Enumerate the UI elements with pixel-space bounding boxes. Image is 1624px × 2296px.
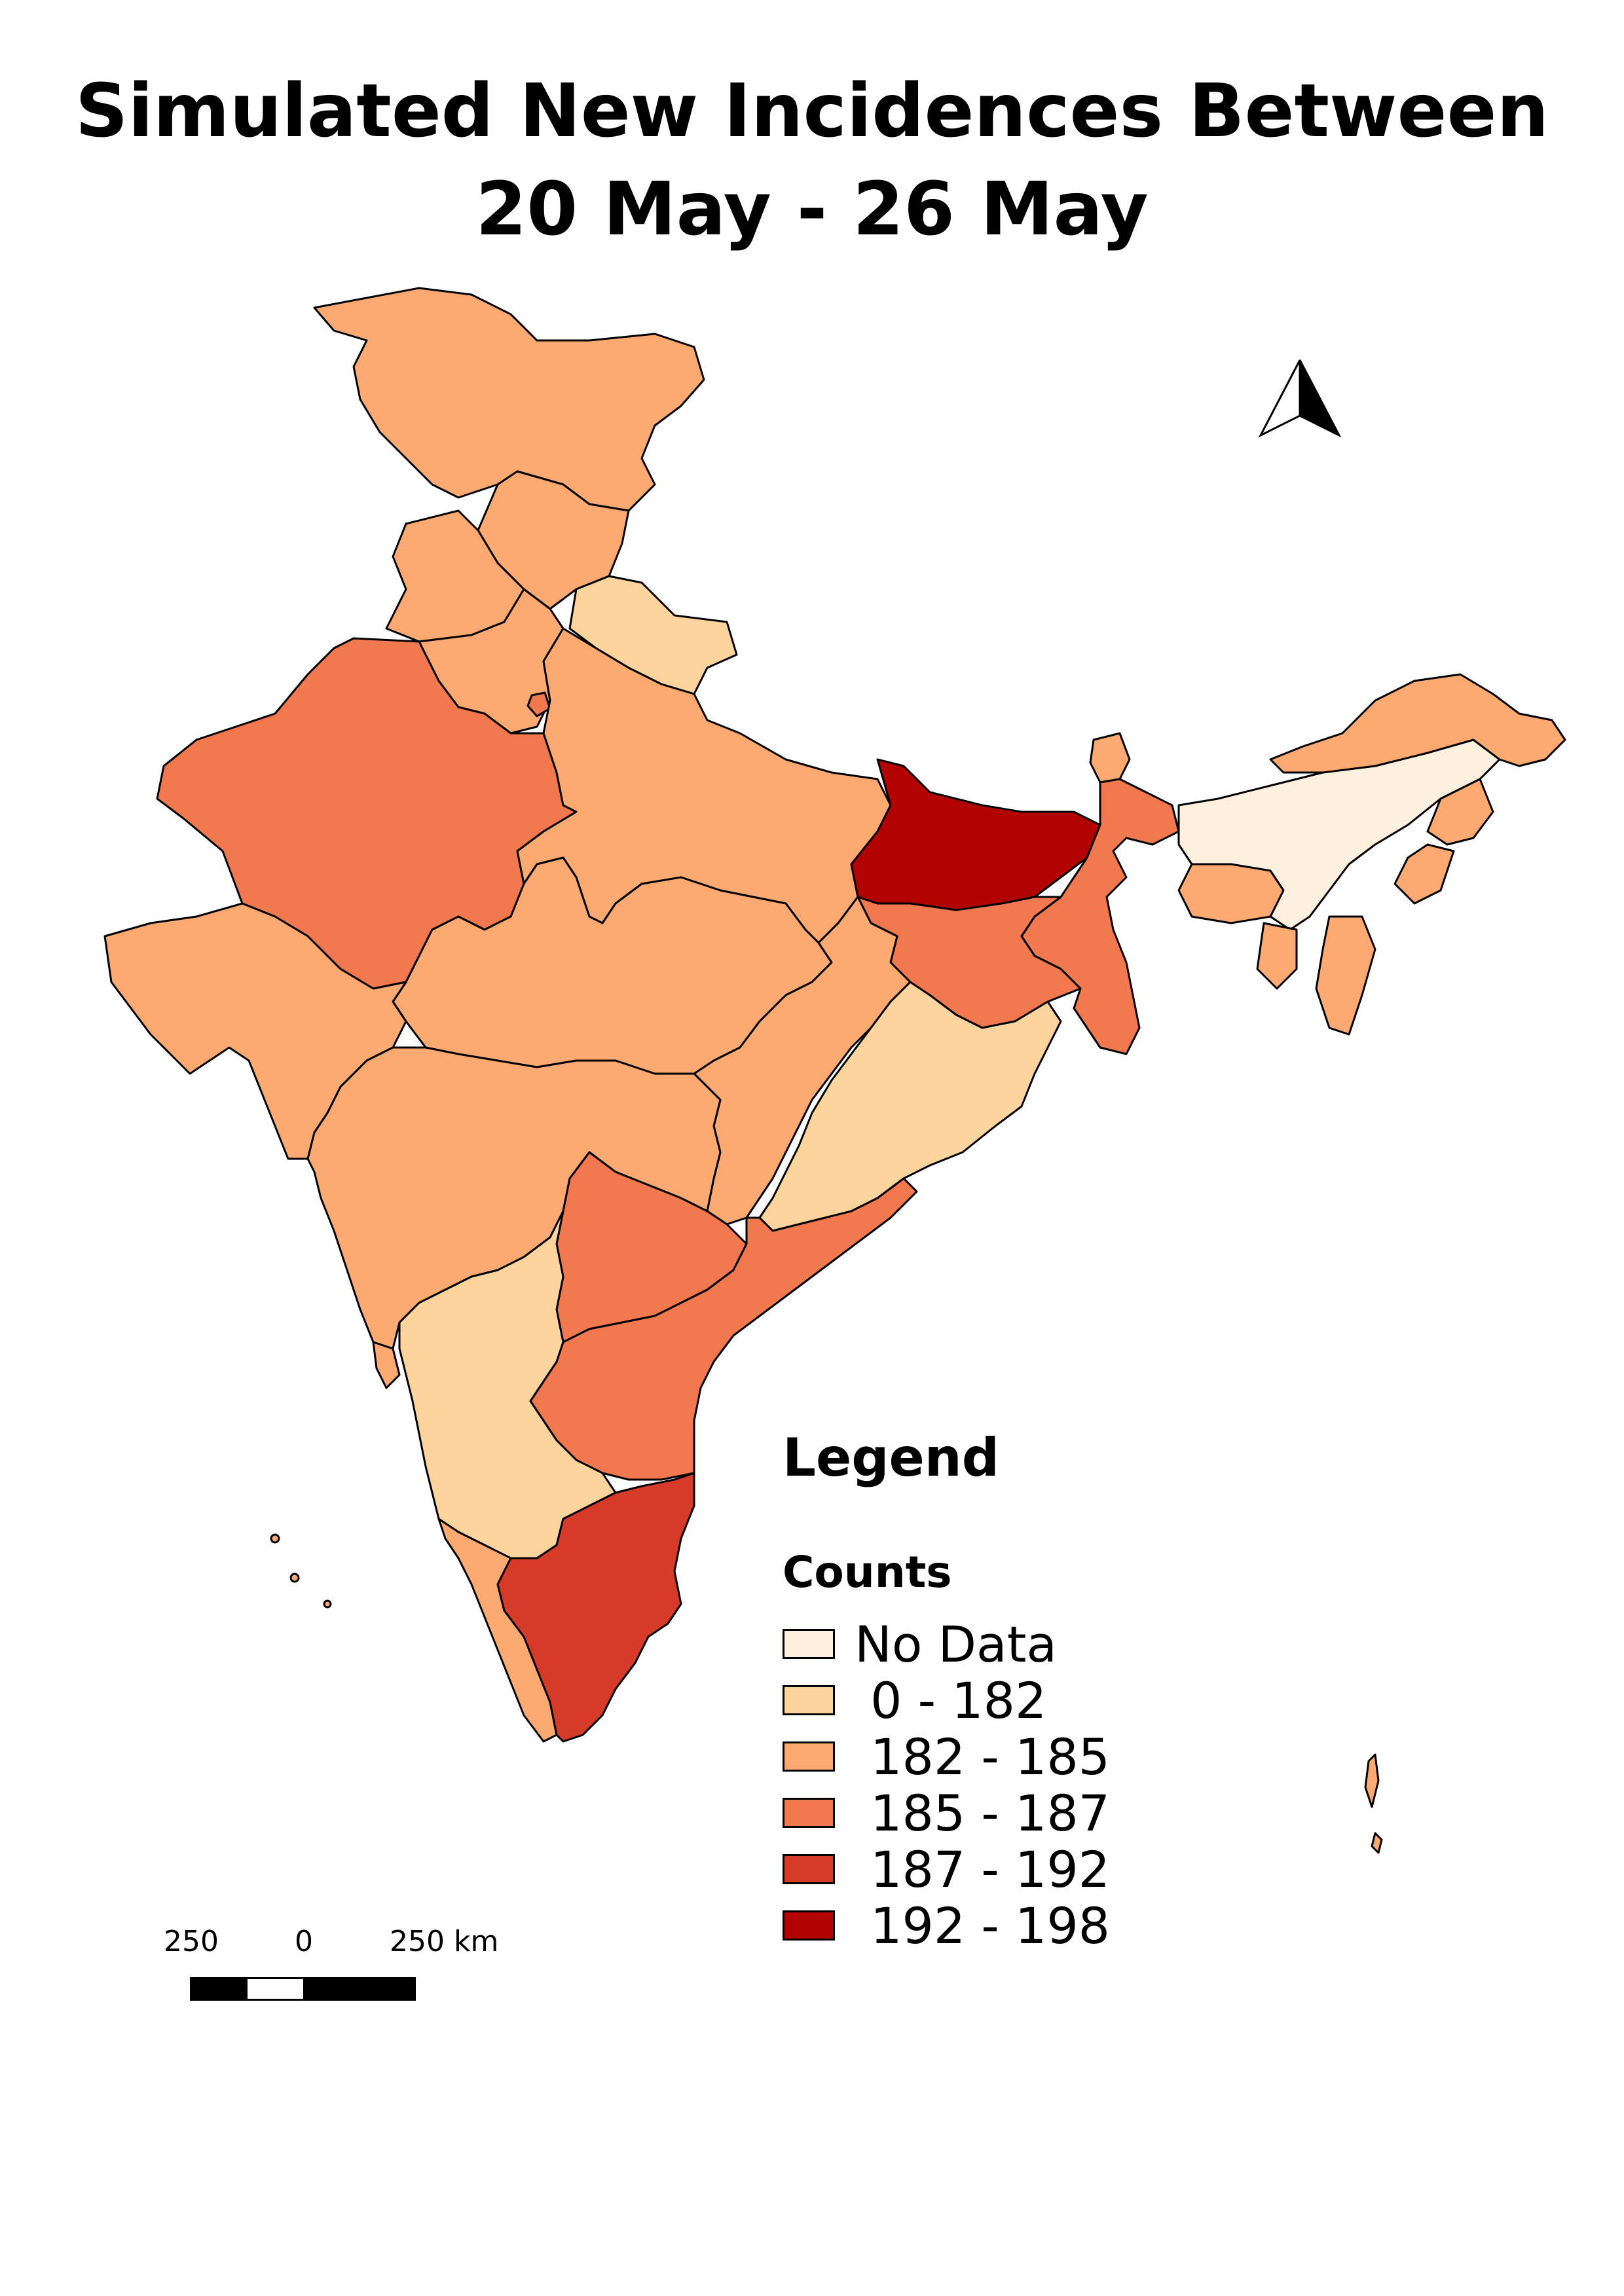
legend-swatch <box>783 1854 835 1884</box>
scale-label-left: 250 <box>164 1925 219 1958</box>
region-arunachal <box>1269 673 1566 774</box>
region-delhi <box>526 691 551 718</box>
scale-label-mid: 0 <box>295 1925 313 1958</box>
region-jammu-kashmir <box>313 287 705 512</box>
region-andaman-nicobar <box>1364 1753 1383 1854</box>
region-meghalaya <box>1177 863 1285 924</box>
region-manipur <box>1393 843 1455 905</box>
region-andhra-pradesh <box>529 1177 918 1481</box>
north-arrow-icon <box>1258 359 1342 438</box>
region-nagaland <box>1426 778 1494 846</box>
region-karnataka <box>398 1210 617 1559</box>
legend-swatch <box>783 1910 835 1941</box>
region-lakshadweep <box>270 1533 280 1544</box>
legend-item: No Data <box>783 1614 1110 1673</box>
legend-label: 192 - 198 <box>855 1896 1111 1955</box>
legend-subheading: Counts <box>783 1547 952 1597</box>
region-mizoram <box>1315 915 1376 1036</box>
region-chhattisgarh <box>693 896 912 1226</box>
title-line-1: Simulated New Incidences Between <box>75 69 1549 154</box>
legend-label: 187 - 192 <box>855 1840 1111 1899</box>
title-line-2: 20 May - 26 May <box>475 167 1149 252</box>
legend-heading: Legend <box>783 1427 999 1488</box>
legend: Legend Counts No Data 0 - 182 182 - 185 … <box>783 1427 1111 1955</box>
legend-label: 0 - 182 <box>855 1671 1047 1730</box>
region-tripura <box>1256 922 1298 990</box>
legend-swatch <box>783 1741 835 1772</box>
map-title: Simulated New Incidences Between 20 May … <box>0 62 1624 259</box>
scale-label-right: 250 km <box>390 1925 499 1958</box>
legend-label: 185 - 187 <box>855 1783 1111 1842</box>
region-goa <box>372 1341 401 1389</box>
legend-label: 182 - 185 <box>855 1727 1111 1786</box>
region-tamil-nadu <box>496 1472 695 1743</box>
legend-swatch <box>783 1685 835 1715</box>
legend-label: No Data <box>855 1614 1057 1673</box>
region-bihar <box>850 758 1101 911</box>
region-sikkim <box>1089 732 1131 784</box>
scale-bar <box>190 1977 416 2001</box>
legend-swatch <box>783 1798 835 1828</box>
legend-item: 0 - 182 <box>783 1671 1110 1730</box>
legend-item: 192 - 198 <box>783 1896 1111 1955</box>
legend-swatch <box>783 1629 835 1659</box>
legend-item: 187 - 192 <box>783 1840 1111 1899</box>
legend-item: 182 - 185 <box>783 1727 1111 1786</box>
legend-item: 185 - 187 <box>783 1783 1111 1842</box>
